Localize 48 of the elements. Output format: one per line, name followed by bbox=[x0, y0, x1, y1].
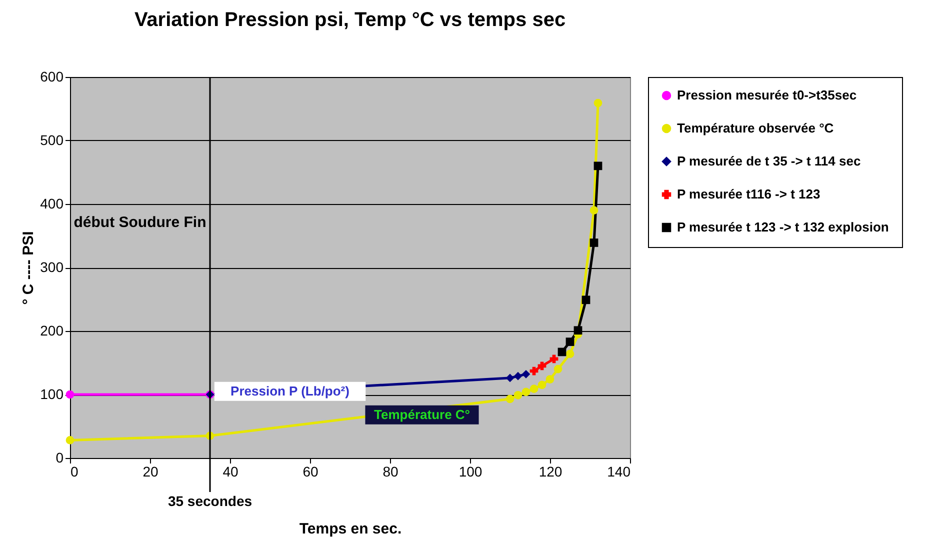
x-tick-label: 0 bbox=[70, 464, 78, 480]
point bbox=[594, 162, 602, 170]
annotation: Température C° bbox=[374, 406, 470, 422]
y-tick-label: 200 bbox=[40, 322, 64, 338]
legend-label: Température observée °C bbox=[677, 120, 834, 136]
point bbox=[538, 380, 546, 390]
annotation: début Soudure Fin bbox=[74, 214, 206, 231]
point bbox=[66, 436, 74, 444]
y-axis-title: ° C ---- PSI bbox=[20, 231, 38, 305]
point bbox=[530, 384, 538, 393]
point bbox=[590, 238, 598, 247]
point bbox=[574, 326, 582, 335]
y-tick-label: 0 bbox=[56, 450, 64, 466]
point bbox=[554, 364, 562, 374]
legend-label: P mesurée de t 35 -> t 114 sec bbox=[677, 154, 861, 168]
point bbox=[506, 374, 514, 382]
point bbox=[590, 206, 598, 215]
point bbox=[582, 296, 590, 304]
point bbox=[546, 375, 554, 384]
y-tick-label: 300 bbox=[40, 259, 64, 275]
x-tick-label: 20 bbox=[142, 464, 158, 480]
point bbox=[506, 394, 514, 404]
x-tick-label: 60 bbox=[302, 464, 318, 480]
chart-title: Variation Pression psi, Temp °C vs temps sec bbox=[134, 9, 566, 31]
point bbox=[566, 350, 574, 358]
ref-line-label: 35 secondes bbox=[168, 493, 252, 509]
point bbox=[514, 390, 522, 400]
point bbox=[538, 362, 546, 370]
legend-label: P mesurée t 123 -> t 132 explosion bbox=[677, 220, 889, 234]
annotation: Pression P (Lb/po²) bbox=[230, 383, 350, 398]
y-tick-label: 600 bbox=[40, 68, 64, 84]
point bbox=[594, 98, 602, 108]
x-tick-label: 100 bbox=[458, 464, 482, 480]
x-axis-title: Temps en sec. bbox=[299, 520, 402, 538]
y-tick-label: 500 bbox=[40, 132, 64, 148]
y-tick-label: 400 bbox=[40, 196, 64, 212]
x-tick-label: 120 bbox=[538, 464, 562, 480]
x-tick-label: 140 bbox=[607, 464, 631, 480]
y-tick-label: 100 bbox=[40, 386, 64, 402]
point bbox=[522, 388, 530, 396]
x-tick-label: 40 bbox=[222, 464, 238, 480]
point bbox=[522, 370, 530, 378]
point bbox=[566, 338, 574, 346]
point bbox=[514, 372, 522, 380]
legend-label: P mesurée t116 -> t 123 bbox=[677, 186, 820, 202]
point bbox=[558, 348, 566, 356]
x-tick-label: 80 bbox=[382, 464, 398, 480]
legend-label: Pression mesurée t0->t35sec bbox=[677, 88, 857, 102]
